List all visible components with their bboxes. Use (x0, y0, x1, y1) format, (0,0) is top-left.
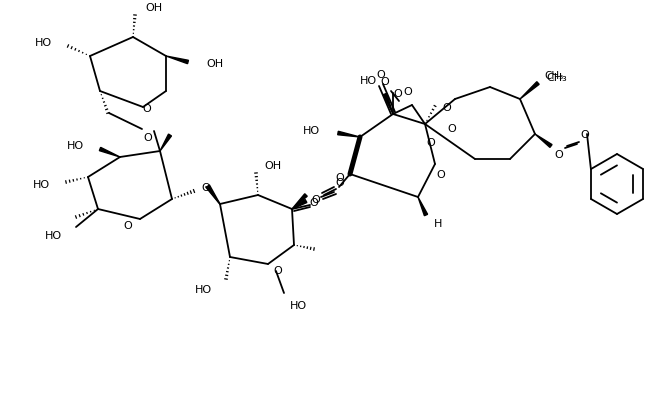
Polygon shape (384, 94, 393, 115)
Text: O: O (309, 198, 318, 207)
Text: OH: OH (145, 3, 162, 13)
Polygon shape (338, 132, 360, 138)
Text: HO: HO (33, 180, 50, 190)
Text: HO: HO (360, 76, 377, 86)
Text: O: O (311, 194, 320, 205)
Text: HO: HO (303, 126, 320, 136)
Text: HO: HO (45, 231, 62, 241)
Polygon shape (520, 83, 539, 100)
Polygon shape (292, 200, 307, 209)
Text: O: O (143, 104, 151, 114)
Text: CH₃: CH₃ (546, 73, 567, 83)
Text: OH: OH (206, 59, 223, 69)
Text: HO: HO (35, 38, 52, 48)
Text: O: O (377, 70, 386, 80)
Text: O: O (336, 172, 344, 182)
Polygon shape (99, 148, 120, 158)
Text: H: H (434, 219, 442, 229)
Text: O: O (201, 182, 210, 192)
Text: O: O (394, 89, 402, 99)
Text: O: O (404, 87, 412, 97)
Text: HO: HO (195, 284, 212, 294)
Text: OH: OH (264, 160, 281, 170)
Polygon shape (160, 135, 171, 152)
Text: HO: HO (67, 141, 84, 151)
Text: O: O (427, 138, 436, 148)
Text: HO: HO (290, 300, 307, 310)
Text: O: O (123, 221, 132, 231)
Polygon shape (207, 186, 220, 205)
Text: O: O (437, 170, 446, 180)
Polygon shape (292, 194, 307, 209)
Text: O: O (273, 265, 282, 275)
Text: CH₃: CH₃ (544, 71, 563, 81)
Text: O: O (555, 150, 564, 160)
Text: O: O (443, 103, 452, 113)
Text: O: O (143, 133, 152, 143)
Text: O: O (381, 77, 390, 87)
Polygon shape (535, 135, 552, 148)
Text: O: O (447, 124, 456, 134)
Polygon shape (166, 57, 189, 65)
Text: O: O (581, 130, 590, 140)
Text: O: O (336, 178, 344, 188)
Polygon shape (418, 198, 428, 216)
